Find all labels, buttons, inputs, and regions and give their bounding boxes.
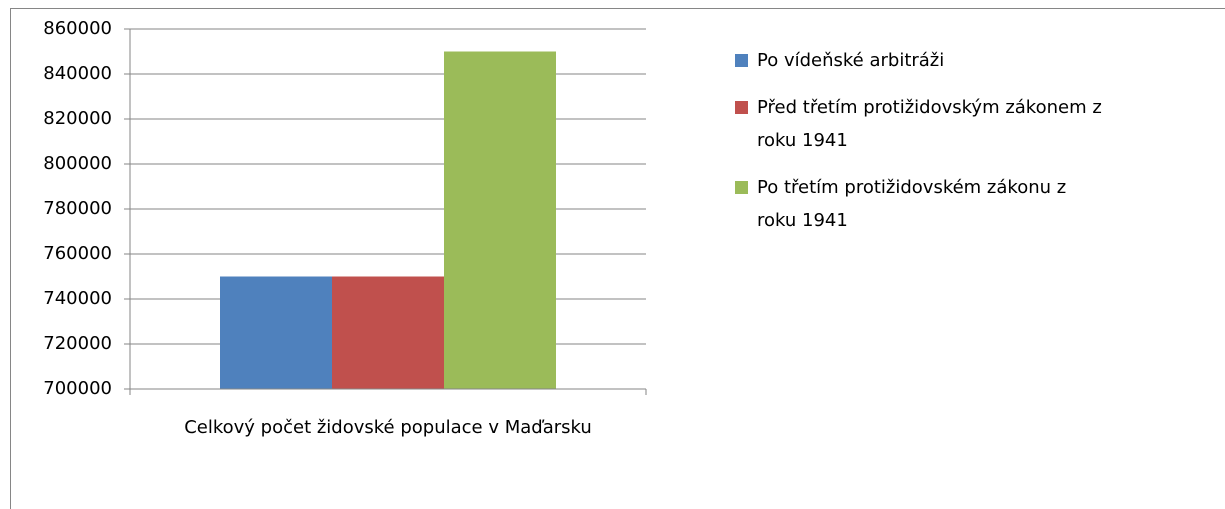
legend-swatch bbox=[735, 181, 748, 194]
y-tick-label: 820000 bbox=[43, 108, 112, 129]
y-tick-label: 780000 bbox=[43, 198, 112, 219]
legend: Po vídeňské arbitráži Před třetím protiži… bbox=[735, 44, 1107, 251]
legend-label: Po vídeňské arbitráži bbox=[757, 50, 945, 71]
y-tick-label: 720000 bbox=[43, 333, 112, 354]
y-tick-label: 840000 bbox=[43, 63, 112, 84]
chart-border bbox=[10, 8, 1225, 509]
legend-item: Po vídeňské arbitráži bbox=[735, 44, 1107, 77]
plot-area: 700000 720000 740000 760000 780000 800000 8200… bbox=[43, 18, 647, 438]
y-tick-label: 800000 bbox=[43, 153, 112, 174]
bar bbox=[332, 276, 444, 389]
bar bbox=[444, 51, 556, 389]
y-tick-label: 700000 bbox=[43, 378, 112, 399]
x-tick-label: Celkový počet židovské populace v Maďars… bbox=[184, 417, 592, 438]
legend-swatch bbox=[735, 101, 748, 114]
legend-swatch bbox=[735, 54, 748, 67]
legend-label: Před třetím protižidovským zákonem z rok… bbox=[757, 97, 1102, 151]
y-tick-label: 740000 bbox=[43, 288, 112, 309]
y-tick-label: 760000 bbox=[43, 243, 112, 264]
bar bbox=[220, 276, 332, 389]
y-tick-label: 860000 bbox=[43, 18, 112, 39]
legend-label: Po třetím protižidovském zákonu z roku 1… bbox=[757, 177, 1067, 231]
legend-item: Po třetím protižidovském zákonu z roku 1… bbox=[735, 171, 1107, 237]
legend-item: Před třetím protižidovským zákonem z rok… bbox=[735, 91, 1107, 157]
